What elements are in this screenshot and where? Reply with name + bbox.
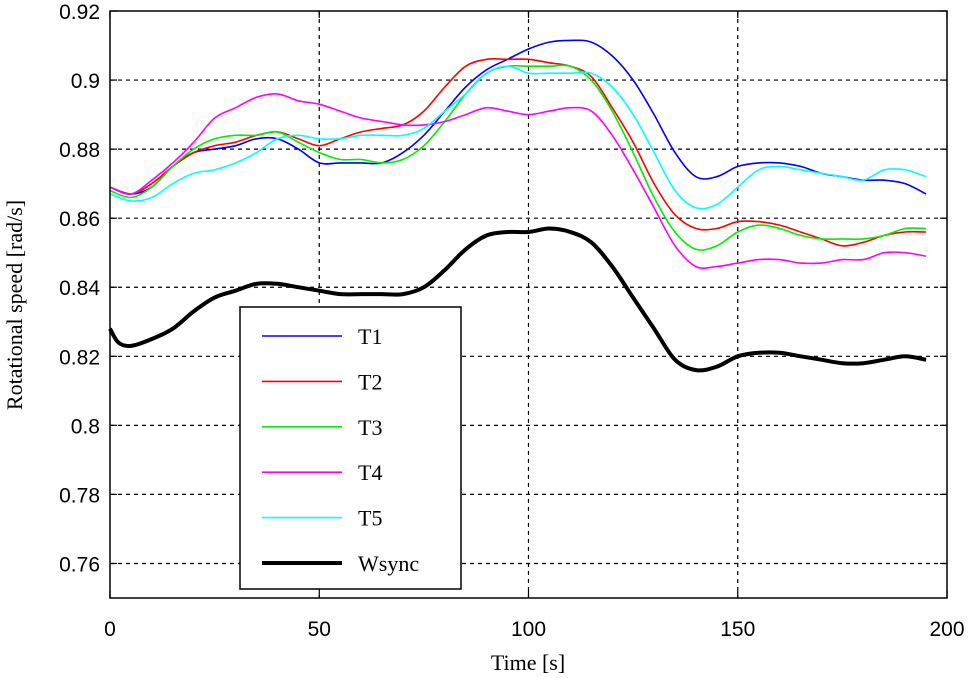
series-line-t4 [109, 92, 927, 269]
axis-ticks [109, 10, 948, 598]
y-tick-label: 0.78 [59, 484, 100, 507]
x-tick-label: 0 [104, 618, 116, 641]
y-tick-label: 0.84 [59, 277, 100, 300]
x-tick-labels: 0 50 100 150 200 [104, 618, 964, 641]
x-tick-label: 50 [308, 618, 331, 641]
series-line-wsync [108, 226, 927, 373]
legend-label-t2: T2 [358, 369, 382, 394]
series-line-t1 [109, 39, 927, 195]
legend-box [239, 306, 462, 590]
y-tick-label: 0.82 [59, 346, 100, 369]
series-line-t5 [109, 65, 927, 210]
x-tick-label: 200 [929, 618, 964, 641]
series-lines [108, 39, 927, 373]
y-tick-label: 0.8 [71, 415, 100, 438]
y-tick-label: 0.88 [59, 139, 100, 162]
y-tick-label: 0.86 [59, 208, 100, 231]
y-axis-label: Rotational speed [rad/s] [2, 200, 27, 410]
x-tick-label: 150 [720, 618, 755, 641]
legend-label-t5: T5 [358, 506, 382, 531]
legend-label-t4: T4 [358, 460, 382, 485]
y-tick-labels: 0.76 0.78 0.8 0.82 0.84 0.86 0.88 0.9 0.92 [59, 1, 100, 576]
grid-lines [110, 11, 947, 598]
x-axis-label: Time [s] [491, 650, 565, 675]
legend-label-t3: T3 [358, 415, 382, 440]
y-tick-label: 0.92 [59, 1, 100, 24]
series-line-t2 [109, 58, 927, 247]
legend: T1 T2 T3 T4 T5 Wsync [239, 306, 462, 590]
y-tick-label: 0.9 [71, 70, 100, 93]
legend-label-wsync: Wsync [358, 551, 419, 576]
x-tick-label: 100 [511, 618, 546, 641]
legend-label-t1: T1 [358, 324, 382, 349]
y-tick-label: 0.76 [59, 553, 100, 576]
series-line-t3 [109, 64, 927, 251]
